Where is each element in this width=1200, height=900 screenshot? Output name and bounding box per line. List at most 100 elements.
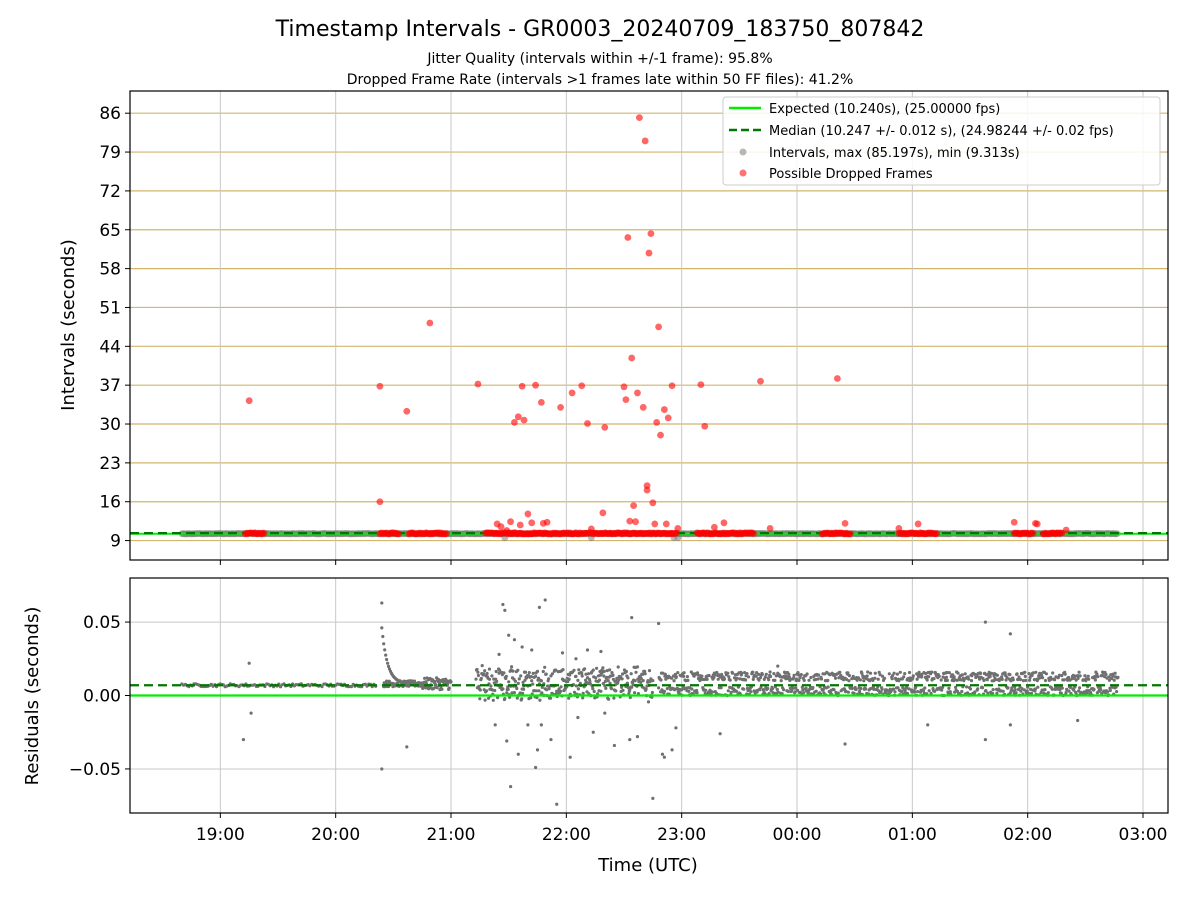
intervals-y-tick-label: 44 (99, 337, 121, 357)
residual-point (917, 670, 921, 675)
residual-point (718, 732, 722, 736)
residual-point (1107, 675, 1111, 679)
residual-point (947, 686, 951, 691)
residual-point (873, 676, 877, 680)
residual-point (574, 657, 578, 661)
residual-point (1016, 687, 1021, 692)
residual-point (648, 680, 652, 684)
residual-point (518, 691, 522, 695)
residual-point (705, 677, 709, 681)
x-tick-label: 02:00 (1003, 825, 1052, 845)
residual-point (1036, 685, 1040, 689)
legend-intervals-swatch (739, 148, 747, 156)
residual-point (490, 674, 494, 678)
residual-point (661, 671, 665, 675)
residual-point (1078, 686, 1082, 690)
residual-point (651, 796, 655, 800)
residual-point (544, 672, 548, 676)
residual-point (821, 687, 826, 692)
residual-point (713, 673, 717, 677)
residual-point (483, 669, 487, 673)
residual-point (1015, 672, 1019, 676)
residual-point (1046, 691, 1050, 695)
residual-point (581, 696, 585, 700)
residual-point (631, 683, 635, 687)
residual-point (897, 679, 901, 683)
residual-point (606, 679, 610, 683)
residual-point (612, 696, 616, 700)
residual-point (568, 673, 572, 677)
residual-point (960, 673, 964, 677)
residual-point (860, 671, 864, 676)
dropped-frame-point (395, 530, 403, 538)
residual-point (998, 677, 1002, 681)
dropped-frame-point (933, 530, 940, 537)
residuals-y-axis-label: Residuals (seconds) (22, 607, 43, 786)
residual-point (801, 688, 805, 692)
residual-point (738, 677, 742, 681)
residual-point (903, 689, 907, 693)
residual-point (937, 674, 941, 678)
residual-point (1074, 690, 1078, 695)
residual-point (905, 685, 909, 690)
dropped-frame-point (245, 397, 253, 405)
residual-point (545, 688, 549, 692)
residual-point (1029, 691, 1034, 695)
residual-point (386, 664, 391, 669)
residual-point (549, 737, 553, 742)
residual-point (651, 679, 655, 683)
residual-point (616, 665, 620, 669)
legend-dropped-swatch (739, 169, 747, 177)
residual-point (412, 679, 417, 683)
residual-point (734, 689, 739, 694)
x-tick-label: 20:00 (311, 825, 360, 845)
residual-point (630, 685, 634, 689)
residual-point (491, 698, 495, 702)
residual-point (510, 665, 514, 669)
residual-point (512, 638, 517, 642)
residual-point (1019, 689, 1023, 693)
residual-point (523, 678, 527, 682)
residual-point (722, 677, 727, 681)
residual-point (644, 687, 648, 691)
residual-point (603, 679, 607, 684)
residual-point (1028, 678, 1032, 682)
residual-point (822, 691, 826, 695)
residual-point (716, 677, 720, 681)
figure-subtitle-dropped: Dropped Frame Rate (intervals >1 frames … (347, 72, 854, 88)
residual-point (516, 668, 520, 672)
residual-point (516, 681, 520, 686)
residual-point (476, 673, 480, 678)
dropped-frame-point (1029, 530, 1037, 537)
residual-point (530, 679, 534, 683)
intervals-x-ticks (219, 560, 1144, 565)
dropped-frame-point (578, 382, 586, 390)
residual-point (1099, 687, 1103, 692)
residual-point (1034, 670, 1038, 674)
residual-point (513, 679, 518, 683)
residual-point (485, 689, 489, 693)
residual-point (501, 687, 505, 691)
residual-point (602, 669, 606, 674)
dropped-frame-point (660, 406, 668, 413)
residual-point (1078, 674, 1082, 678)
residual-point (826, 685, 830, 689)
residual-point (580, 671, 584, 675)
residual-point (954, 685, 958, 689)
residual-point (905, 691, 910, 696)
residual-point (865, 674, 869, 678)
residual-point (1017, 675, 1021, 679)
figure-title: Timestamp Intervals - GR0003_20240709_18… (275, 17, 925, 42)
residual-point (519, 674, 523, 678)
residual-point (381, 634, 385, 639)
residual-point (696, 673, 700, 677)
residual-point (494, 669, 498, 674)
residual-point (903, 672, 907, 676)
residuals-panel: 0.05 0.00 −0.05 19:00 20:00 21:00 22:00 23:00 0… (22, 577, 1169, 876)
residual-point (929, 691, 933, 696)
residual-point (720, 672, 724, 677)
residual-point (1112, 678, 1116, 682)
residual-point (987, 670, 991, 675)
residual-point (633, 679, 637, 683)
legend-dropped-label: Possible Dropped Frames (769, 167, 933, 182)
